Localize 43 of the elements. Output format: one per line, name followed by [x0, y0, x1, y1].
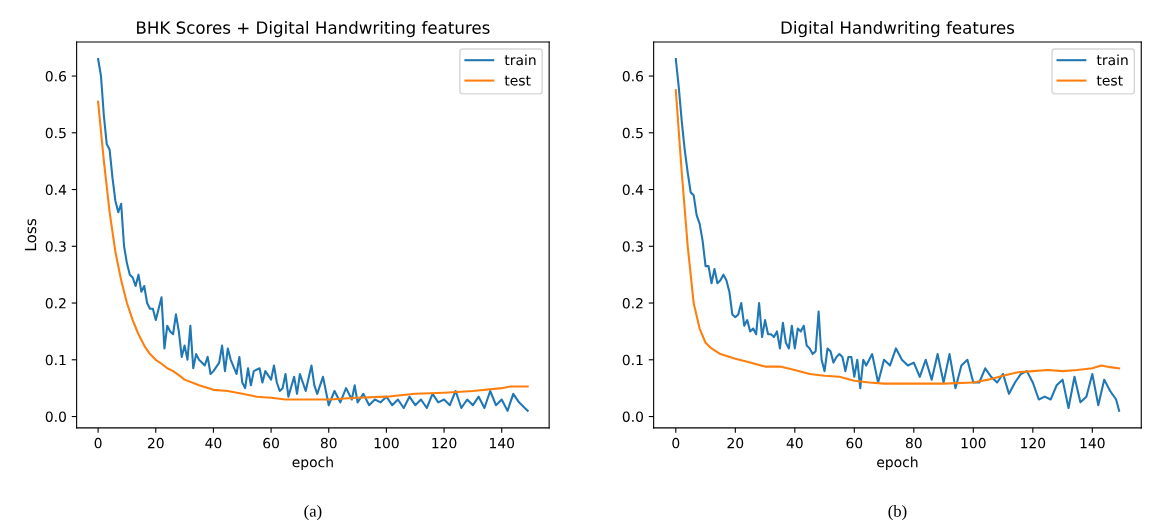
legend-label: train	[1096, 54, 1128, 66]
y-tick-label: 0.5	[45, 127, 66, 139]
x-tick-label: 80	[905, 437, 922, 449]
y-tick-label: 0.4	[45, 184, 67, 196]
legend-label: test	[504, 75, 531, 86]
y-tick-label: 0.5	[622, 127, 643, 139]
y-tick-label: 0.3	[45, 241, 66, 252]
x-tick-label: 20	[147, 437, 164, 449]
line-series	[97, 100, 529, 401]
x-tick-label: 120	[432, 437, 457, 449]
y-tick-label: 0.0	[622, 411, 643, 422]
x-tick-label: 120	[1021, 437, 1046, 449]
x-tick-label: 0	[672, 437, 680, 449]
x-tick-label: 0	[94, 437, 102, 449]
x-tick-label: 60	[846, 437, 863, 449]
legend-label: test	[1096, 75, 1123, 86]
y-tick-label: 0.2	[45, 298, 66, 309]
x-axis-title: epoch	[292, 456, 333, 471]
y-axis-title: Loss	[24, 218, 37, 251]
y-tick-label: 0.3	[622, 241, 643, 252]
y-tick-label: 0.2	[622, 298, 643, 309]
y-tick-label: 0.1	[622, 354, 643, 366]
y-tick-label: 0.6	[45, 71, 67, 82]
x-tick-label: 20	[727, 437, 744, 449]
x-tick-label: 80	[320, 437, 337, 449]
chart-title: BHK Scores + Digital Handwriting features	[137, 21, 490, 38]
x-tick-label: 140	[1080, 437, 1105, 449]
x-tick-label: 40	[786, 437, 803, 449]
text: (b)	[888, 505, 907, 521]
chart-title: Digital Handwriting features	[781, 21, 1015, 38]
x-tick-label: 60	[263, 437, 279, 449]
x-tick-label: 100	[961, 437, 986, 449]
text: (a)	[304, 505, 322, 521]
legend-label: train	[504, 54, 536, 66]
y-tick-label: 0.1	[45, 354, 66, 366]
line-series	[674, 89, 1121, 385]
x-tick-label: 100	[374, 437, 399, 449]
y-tick-label: 0.6	[622, 71, 644, 82]
y-tick-label: 0.4	[622, 184, 644, 196]
x-tick-label: 40	[205, 437, 222, 449]
x-axis-title: epoch	[877, 456, 918, 471]
y-tick-label: 0.0	[45, 411, 66, 422]
x-tick-label: 140	[490, 437, 515, 449]
